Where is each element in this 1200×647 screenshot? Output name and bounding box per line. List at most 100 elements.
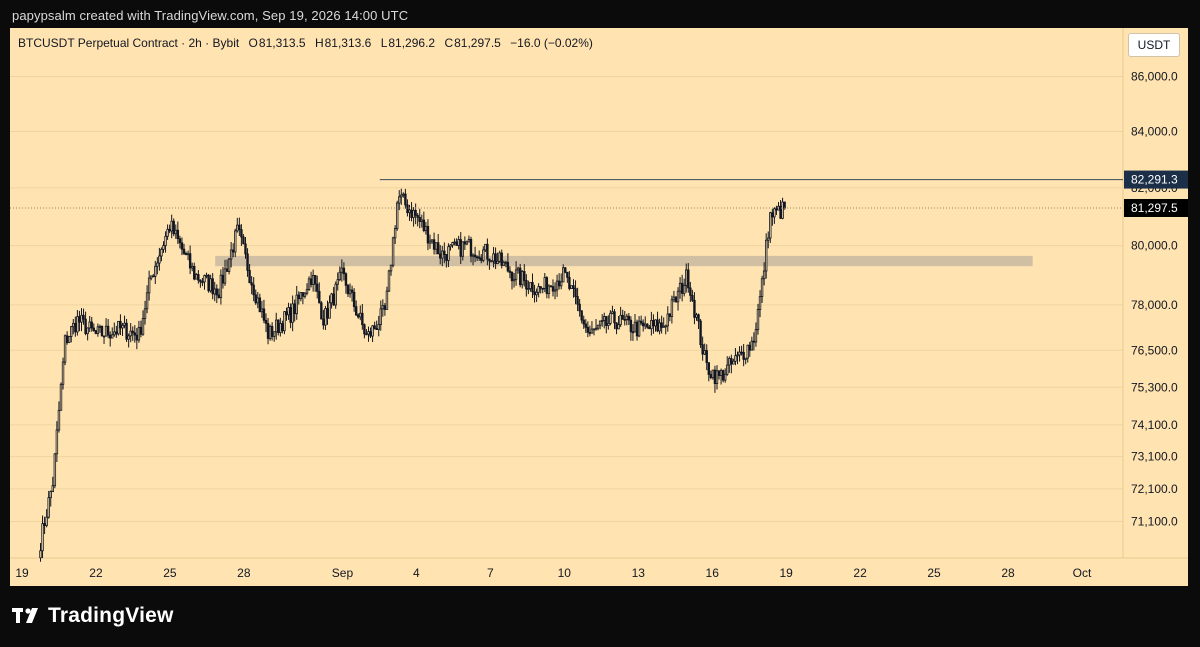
candle-body [574, 288, 577, 297]
candle-body [108, 334, 112, 339]
candle-body [410, 209, 413, 218]
x-tick-label: 22 [853, 566, 867, 580]
candle-body [430, 239, 434, 242]
y-tick-label: 80,000.0 [1131, 239, 1178, 253]
x-tick-label: Sep [332, 566, 354, 580]
candle-body [41, 523, 44, 552]
y-tick-label: 71,100.0 [1131, 515, 1178, 529]
candle-body [779, 205, 782, 219]
currency-button[interactable]: USDT [1128, 33, 1180, 57]
y-tick-label: 78,000.0 [1131, 298, 1178, 312]
candle-body [471, 254, 475, 257]
candle-body [242, 236, 245, 245]
candle-body [186, 253, 190, 256]
candle-body [158, 255, 161, 264]
candle-body [451, 242, 454, 246]
candle-body [586, 326, 590, 333]
chart-frame[interactable]: 86,000.084,000.082,000.080,000.078,000.0… [10, 28, 1188, 586]
y-tick-label: 72,100.0 [1131, 482, 1178, 496]
candle-body [348, 289, 352, 295]
candle-body [428, 240, 432, 244]
candle-body [160, 248, 163, 257]
candle-body [625, 315, 628, 320]
candle-body [516, 267, 520, 271]
candle-body [258, 297, 262, 313]
candle-body [309, 278, 313, 285]
candle-body [313, 275, 317, 285]
candle-body [475, 256, 479, 259]
candle-body [670, 299, 674, 317]
candle-body [726, 364, 729, 375]
candle-body [514, 269, 518, 280]
candle-body [90, 321, 93, 329]
candle-body [270, 325, 274, 337]
last-price-label-bg [1124, 198, 1188, 217]
candle-body [572, 285, 575, 289]
candle-body [147, 277, 151, 294]
candle-body [488, 258, 491, 262]
candle-body [139, 326, 143, 335]
candle-body [529, 282, 532, 289]
candle-body [578, 303, 581, 312]
candle-body [424, 225, 428, 231]
candle-body [236, 224, 239, 232]
candle-body [555, 280, 559, 291]
candle-body [680, 282, 684, 294]
resistance-price-label: 82,291.3 [1131, 173, 1178, 187]
candle-body [184, 253, 188, 255]
candle-body [295, 294, 298, 315]
candle-body [543, 277, 546, 289]
price-chart[interactable]: 86,000.084,000.082,000.080,000.078,000.0… [10, 28, 1188, 586]
candle-body [207, 274, 210, 292]
y-tick-label: 76,500.0 [1131, 343, 1178, 357]
candle-body [326, 308, 329, 319]
candle-body [357, 314, 360, 318]
candle-body [164, 235, 167, 246]
candle-body [455, 241, 458, 246]
candle-body [619, 314, 622, 326]
candle-body [592, 328, 596, 331]
tradingview-logo[interactable]: TradingView [12, 604, 174, 628]
candle-body [190, 265, 194, 269]
candle-body [84, 318, 87, 335]
candle-body [324, 308, 327, 326]
candle-body [781, 201, 784, 219]
candle-body [600, 320, 604, 322]
candle-body [47, 497, 50, 518]
candle-body [188, 253, 192, 269]
candle-body [644, 323, 647, 327]
candle-body [494, 253, 497, 265]
candle-body [580, 310, 583, 321]
candle-body [582, 319, 585, 325]
close-value: 81,297.5 [454, 36, 501, 50]
x-tick-label: 25 [163, 566, 177, 580]
candle-body [678, 282, 682, 292]
candle-body [240, 229, 243, 238]
candle-body [584, 323, 587, 328]
candle-body [473, 254, 477, 258]
candle-body [193, 265, 196, 280]
candle-body [707, 362, 710, 375]
candle-body [129, 330, 132, 337]
candle-body [211, 278, 214, 295]
candle-body [254, 294, 257, 304]
x-tick-label: 19 [15, 566, 29, 580]
candle-body [152, 275, 155, 278]
candle-body [457, 239, 460, 246]
candle-body [350, 289, 354, 293]
candle-body [656, 319, 659, 332]
candle-body [260, 308, 264, 313]
candle-body [223, 268, 227, 284]
y-tick-label: 73,100.0 [1131, 450, 1178, 464]
candle-body [106, 325, 110, 336]
candle-body [266, 322, 270, 339]
candle-body [504, 261, 508, 264]
candle-body [521, 271, 524, 286]
candle-body [119, 320, 122, 329]
candle-body [221, 274, 225, 284]
candle-body [482, 249, 485, 261]
candle-body [43, 523, 46, 526]
candle-body [156, 262, 159, 267]
candle-body [506, 261, 510, 272]
candle-body [771, 212, 774, 218]
